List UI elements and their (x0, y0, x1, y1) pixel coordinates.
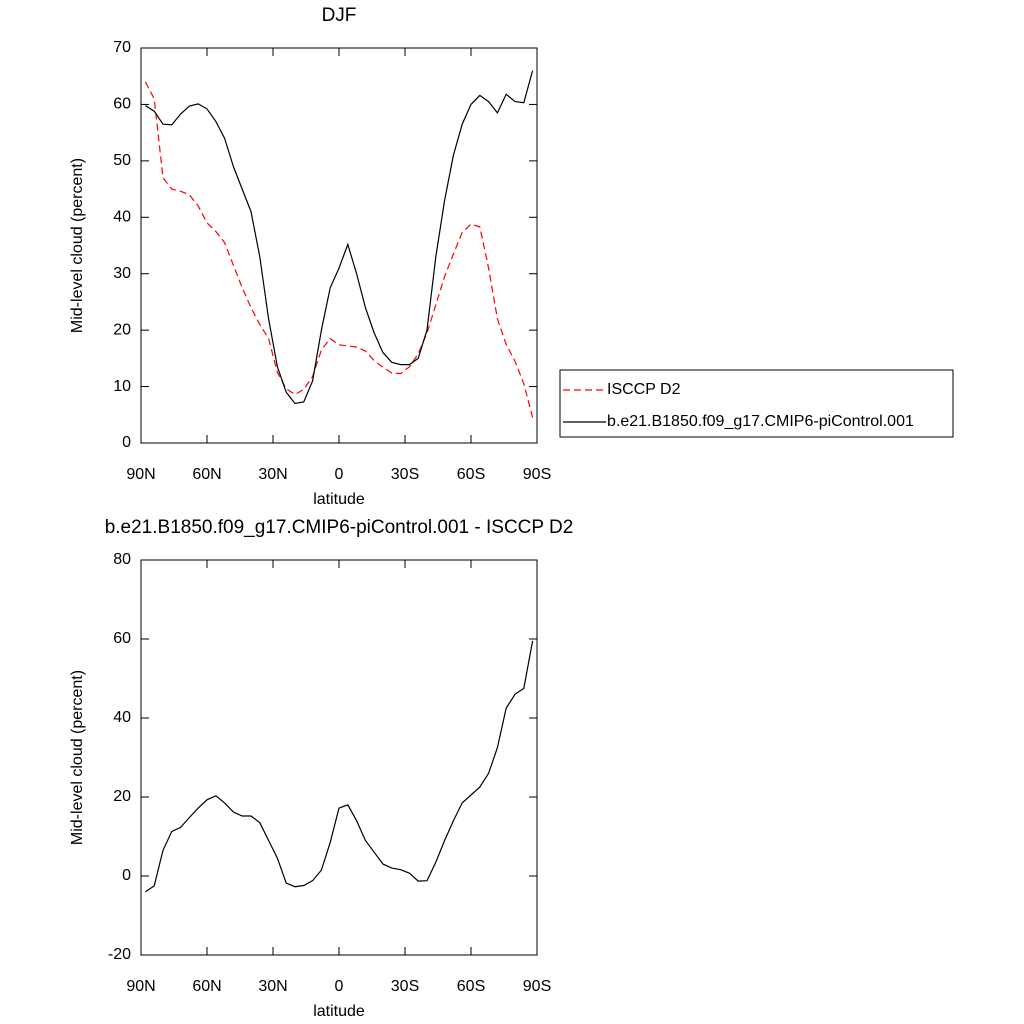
y-tick-label: 80 (113, 551, 131, 568)
x-tick-label: 30S (391, 978, 419, 995)
legend-label: b.e21.B1850.f09_g17.CMIP6-piControl.001 (607, 413, 914, 430)
y-tick-label: 0 (122, 434, 131, 451)
y-tick-label: 50 (113, 152, 131, 169)
y-tick-label: 20 (113, 788, 131, 805)
y-axis-label: Mid-level cloud (percent) (69, 158, 86, 333)
x-tick-label: 90S (523, 978, 551, 995)
legend-box (559, 369, 954, 438)
data-line (145, 70, 534, 405)
x-tick-label: 60S (457, 466, 485, 483)
x-tick-label: 30S (391, 466, 419, 483)
plot-frame (140, 47, 538, 444)
chart-title: b.e21.B1850.f09_g17.CMIP6-piControl.001 … (105, 517, 574, 538)
y-tick-label: 30 (113, 265, 131, 282)
x-tick-label: 30N (258, 466, 287, 483)
y-tick-label: 40 (113, 709, 131, 726)
x-tick-label: 30N (258, 978, 287, 995)
x-tick-label: 60N (192, 978, 221, 995)
x-tick-label: 0 (335, 466, 344, 483)
x-tick-label: 90N (126, 978, 155, 995)
x-tick-label: 60N (192, 466, 221, 483)
y-tick-label: 10 (113, 378, 131, 395)
x-tick-label: 90S (523, 466, 551, 483)
x-axis-label: latitude (313, 491, 365, 508)
y-tick-label: 60 (113, 96, 131, 113)
y-tick-label: 60 (113, 630, 131, 647)
x-tick-label: 90N (126, 466, 155, 483)
y-axis-label: Mid-level cloud (percent) (69, 670, 86, 845)
chart-title: DJF (322, 5, 357, 26)
y-tick-label: 70 (113, 39, 131, 56)
x-tick-label: 0 (335, 978, 344, 995)
data-line (145, 640, 534, 893)
y-tick-label: 0 (122, 867, 131, 884)
legend-label: ISCCP D2 (607, 381, 681, 398)
x-tick-label: 60S (457, 978, 485, 995)
plot-frame (140, 559, 538, 956)
data-line (144, 81, 534, 418)
x-axis-label: latitude (313, 1003, 365, 1020)
y-tick-label: -20 (108, 946, 131, 963)
y-tick-label: 40 (113, 209, 131, 226)
y-tick-label: 20 (113, 321, 131, 338)
